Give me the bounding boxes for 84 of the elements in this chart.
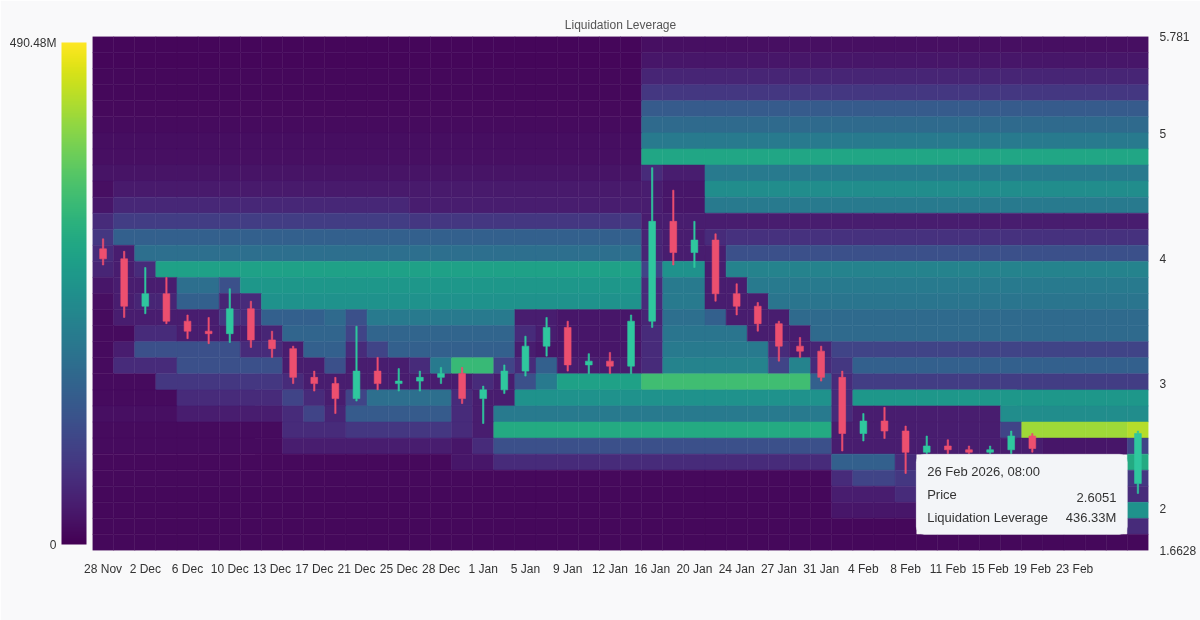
candlestick [120,251,128,318]
x-tick-label: 27 Jan [760,561,797,576]
candlestick [627,314,635,374]
candlestick [99,238,107,266]
y-tick-label: 5.781 [1159,30,1190,44]
x-tick-label: 6 Dec [171,561,204,576]
x-tick-label: 9 Jan [553,561,583,576]
candlestick [901,425,910,474]
candlestick [310,370,318,392]
color-bar-label: 0 [49,537,57,552]
x-tick-label: 25 Dec [379,561,418,576]
x-tick-label: 21 Dec [337,561,376,576]
x-tick-label: 28 Nov [84,561,123,576]
candlestick [331,377,340,414]
candlestick [500,364,509,394]
candlestick [944,439,952,454]
x-tick-label: 2 Dec [129,561,161,576]
candlestick [1007,430,1015,454]
x-tick-label: 23 Feb [1055,561,1094,576]
annotation: 26 Feb 2026, 08:00 [927,464,1040,480]
x-tick-label: 12 Jan [591,561,628,576]
y-tick-label: 2 [1159,501,1167,516]
candlestick [564,320,572,372]
color-bar-label: 490.48M [9,35,57,50]
candlestick [648,167,656,328]
candlestick [521,335,530,377]
x-tick-label: 13 Dec [253,561,292,576]
x-tick-label: 17 Dec [295,561,334,576]
candlestick [1028,433,1037,453]
x-tick-label: 11 Feb [929,561,967,576]
candlestick [268,330,276,358]
candlestick [373,357,382,391]
annotation: 436.33M [1065,510,1117,526]
candlestick [732,283,741,316]
y-tick-label: 4 [1159,252,1167,267]
candlestick [395,368,403,392]
candlestick [606,352,614,374]
candlestick [585,353,593,374]
candlestick [204,317,213,344]
candlestick [838,370,846,452]
candlestick [690,221,699,268]
candlestick [479,385,487,424]
candlestick [711,233,720,302]
candlestick [796,337,804,358]
candlestick [289,345,297,384]
y-tick-label: 1.6628 [1159,544,1197,558]
y-tick-label: 3 [1159,377,1167,392]
candlestick [1134,430,1142,494]
x-tick-label: 19 Feb [1013,561,1052,576]
candlestick [437,367,445,384]
candlestick [859,413,868,442]
candlestick [416,370,424,392]
candlestick [754,302,762,332]
x-tick-label: 24 Jan [718,561,755,576]
candlestick [183,314,192,339]
candlestick [226,288,234,343]
annotation: 2.6051 [1076,490,1117,506]
candlestick [923,435,931,454]
x-tick-label: 4 Feb [848,561,880,576]
candlestick [458,367,466,404]
x-tick-label: 16 Jan [634,561,671,576]
candlestick [352,325,361,402]
x-tick-label: 5 Jan [510,561,541,576]
annotation: Liquidation Leverage [927,510,1048,526]
candlestick [775,320,783,362]
x-tick-label: 28 Dec [421,561,460,576]
x-tick-label: 20 Jan [676,561,713,576]
candlestick [162,277,171,324]
candlestick [965,445,973,454]
color-bar-title: Liquidation Leverage [564,17,677,32]
candlestick [817,345,825,382]
y-tick-label: 5 [1159,127,1167,142]
x-tick-label: 31 Jan [803,561,840,576]
x-tick-label: 15 Feb [971,561,1010,576]
x-tick-label: 8 Feb [890,561,922,576]
annotation: Price [927,487,957,503]
candlestick [247,300,255,348]
candlestick [669,189,677,266]
candlestick [542,317,551,357]
candlestick [986,445,994,454]
x-tick-label: 1 Jan [468,561,498,576]
candlestick [141,267,149,315]
candlestick [880,407,889,439]
x-tick-label: 10 Dec [210,561,249,576]
